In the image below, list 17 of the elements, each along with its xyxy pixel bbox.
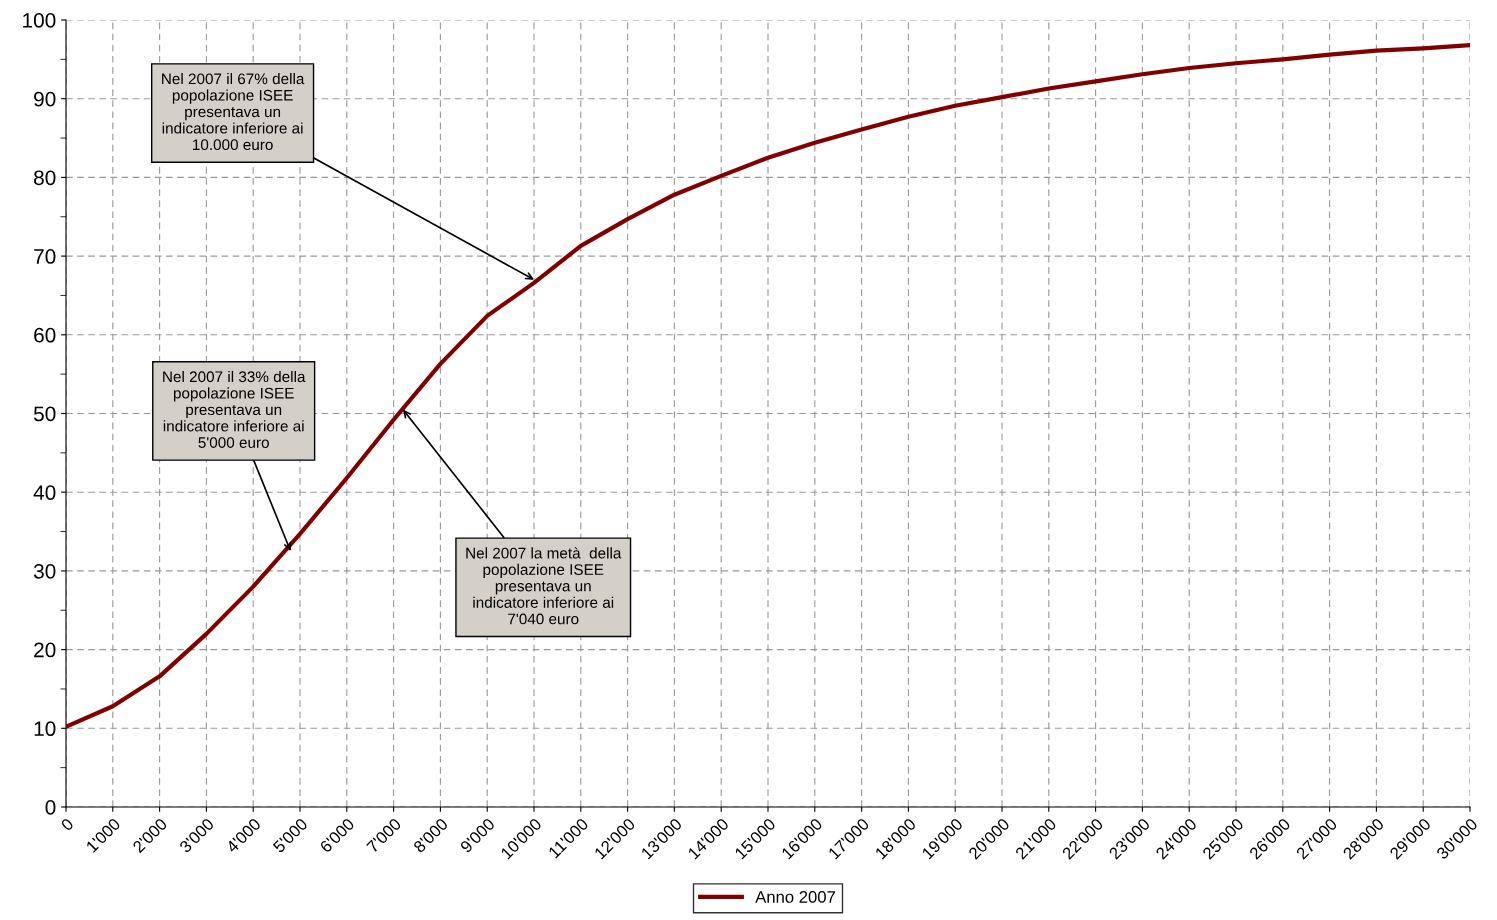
annotation: Nel 2007 il 67% della popolazione ISEE presentava un indicatore inferiore ai 10.000 euro: [162, 73, 305, 151]
y-tick-label: 50: [33, 406, 56, 422]
y-tick-label: 80: [34, 170, 56, 186]
x-tick-label: 0: [60, 817, 75, 832]
line-series: [66, 43, 1470, 729]
y-tick-label: 70: [34, 249, 56, 264]
legend-label: Anno 2007: [755, 891, 835, 903]
y-tick-label: 100: [23, 13, 56, 28]
y-tick-label: 60: [34, 327, 56, 343]
y-tick-label: 10: [34, 721, 56, 737]
y-tick-label: 40: [33, 485, 56, 500]
y-tick-label: 30: [33, 563, 56, 579]
annotation: Nel 2007 la metà della popolazione ISEE presentava un indicatore inferiore ai 7'040 euro: [466, 547, 622, 625]
y-tick-label: 0: [45, 800, 56, 815]
annotation: Nel 2007 il 33% della popolazione ISEE presentava un indicatore inferiore ai 5'000 euro: [163, 370, 306, 448]
y-tick-label: 20: [34, 642, 56, 658]
y-tick-label: 90: [34, 91, 56, 107]
